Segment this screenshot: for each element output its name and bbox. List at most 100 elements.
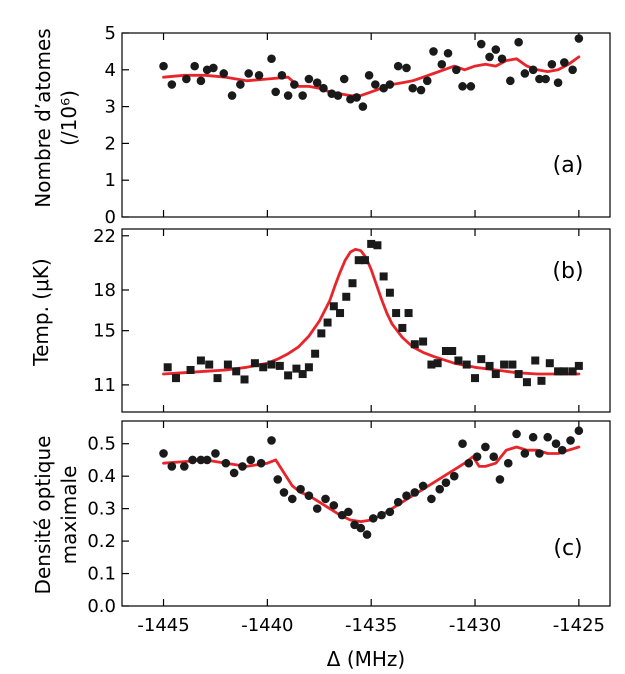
panel-a-data-point xyxy=(385,80,395,89)
panel-c-data-point xyxy=(543,432,553,442)
panel-c-data-point xyxy=(481,442,490,452)
panel-b-data-point xyxy=(223,360,232,369)
panel-b-data-point xyxy=(522,378,531,387)
panel-c-data-point xyxy=(535,449,544,458)
panel-b-data-point xyxy=(491,370,500,379)
panel-b-x-axis xyxy=(162,229,580,412)
panel-a-data-point xyxy=(236,80,245,89)
panel-c-y-axis: 0.0 0.1 0.2 0.3 0.4 0.5 xyxy=(87,434,129,617)
panel-c-data-point xyxy=(512,429,521,439)
panel-b-data-point xyxy=(404,309,413,318)
panel-c-data-point xyxy=(566,436,575,445)
panel-b-data-point xyxy=(485,361,494,370)
panel-c-data-point xyxy=(368,514,378,523)
panel-b-y-tick-label: 22 xyxy=(93,226,116,247)
panel-a-data-point xyxy=(547,59,557,69)
panel-b-data-point xyxy=(267,360,276,369)
panel-a-data-point xyxy=(514,37,523,47)
panel-a-data-point xyxy=(506,76,515,86)
panel-c-data-point xyxy=(202,455,212,465)
panel-c-data-point xyxy=(221,458,231,468)
panel-b-temperature: 11 15 18 22 (b) Temp. (μK) xyxy=(29,226,611,413)
panel-a-data-point xyxy=(485,52,494,62)
panel-a-data-point xyxy=(416,85,426,95)
panel-a-data-point xyxy=(402,63,411,73)
panel-a-x-axis xyxy=(162,33,580,217)
panel-b-y-tick-label: 11 xyxy=(93,375,116,396)
panel-a-atom-number: 0 1 2 3 4 5 (a) Nombre d’atomes (/10⁶) xyxy=(31,23,611,228)
panel-b-data-point xyxy=(427,360,436,369)
panel-c-data-point xyxy=(503,458,513,468)
panel-b-data-point xyxy=(574,361,583,370)
panel-c-data-point xyxy=(329,501,339,510)
panel-a-frame xyxy=(121,32,611,218)
panel-c-data-point xyxy=(449,471,459,481)
panel-b-data-point xyxy=(379,272,388,281)
panel-c-x-axis xyxy=(162,421,580,606)
panel-a-data-point xyxy=(364,71,374,80)
panel-b-data-point xyxy=(304,363,313,372)
panel-a-data-point xyxy=(379,83,388,93)
panel-c-data-point xyxy=(246,455,256,465)
panel-a-data-point xyxy=(358,102,368,111)
panel-a-data-point xyxy=(339,74,349,84)
panel-a-data-point xyxy=(429,47,438,56)
panel-b-data-point xyxy=(508,360,517,369)
panel-a-data-point xyxy=(443,48,453,58)
panel-b-data-point xyxy=(196,356,205,365)
panel-b-data-point xyxy=(317,329,326,338)
panel-a-data-point xyxy=(528,65,538,75)
panel-c-y-tick-label: 0.3 xyxy=(87,499,116,520)
panel-a-data-point xyxy=(371,80,380,89)
panel-c-data-point xyxy=(441,478,451,487)
panel-a-data-point xyxy=(196,76,206,86)
panel-a-data-point xyxy=(476,39,486,49)
panel-a-data-point xyxy=(283,91,293,100)
panel-a-data-point xyxy=(290,80,299,89)
panel-b-data-point xyxy=(232,367,241,376)
panel-a-y-tick-label: 5 xyxy=(105,23,116,44)
panel-c-data-point xyxy=(528,432,538,442)
panel-a-data-point xyxy=(267,54,276,64)
panel-b-data-point xyxy=(360,256,369,265)
panel-c-data-point xyxy=(273,475,283,484)
panel-a-data-point xyxy=(352,93,361,102)
panel-c-data-point xyxy=(418,481,428,491)
panel-c-y-tick-label: 0.0 xyxy=(87,596,116,617)
panel-b-data-point xyxy=(568,367,577,376)
panel-c-data-point xyxy=(296,484,305,494)
panel-c-data-point xyxy=(574,426,584,436)
panel-c-data-point xyxy=(495,475,505,484)
panel-b-data-point xyxy=(275,361,284,370)
panel-c-y-tick-label: 0.4 xyxy=(87,466,116,487)
panel-c-data-point xyxy=(435,484,445,494)
panel-c-data-point xyxy=(179,462,189,471)
panel-b-data-point xyxy=(554,367,563,376)
panel-b-data-point xyxy=(454,356,463,365)
panel-c-data-point xyxy=(489,452,499,462)
panel-c-data-point xyxy=(159,449,168,458)
panel-b-data-point xyxy=(171,374,180,383)
panel-b-data-point xyxy=(392,309,401,318)
panel-b-data-point xyxy=(163,363,172,372)
panel-b-data-point xyxy=(348,279,357,288)
panel-c-data-point xyxy=(304,491,314,500)
panel-a-data-point xyxy=(466,82,476,91)
panel-a-data-point xyxy=(271,87,280,97)
panel-c-y-axis-title-line2: maximale xyxy=(57,466,81,565)
panel-b-label: (b) xyxy=(552,259,583,284)
panel-c-y-tick-label: 0.1 xyxy=(87,564,116,585)
panel-b-data-point xyxy=(531,356,540,365)
panel-c-data-point xyxy=(557,445,567,455)
panel-a-data-point xyxy=(304,74,314,84)
panel-b-data-point xyxy=(385,288,394,297)
panel-a-data-points xyxy=(159,34,584,111)
x-axis-tick-label: -1445 xyxy=(137,615,189,636)
panel-c-y-tick-label: 0.5 xyxy=(87,434,116,455)
panel-b-data-point xyxy=(471,374,480,383)
panel-a-data-point xyxy=(553,78,563,87)
panel-a-data-point xyxy=(541,74,550,84)
panel-a-data-point xyxy=(535,74,544,84)
x-axis-tick-labels: -1445 -1440 -1435 -1430 -1425 xyxy=(137,615,605,636)
